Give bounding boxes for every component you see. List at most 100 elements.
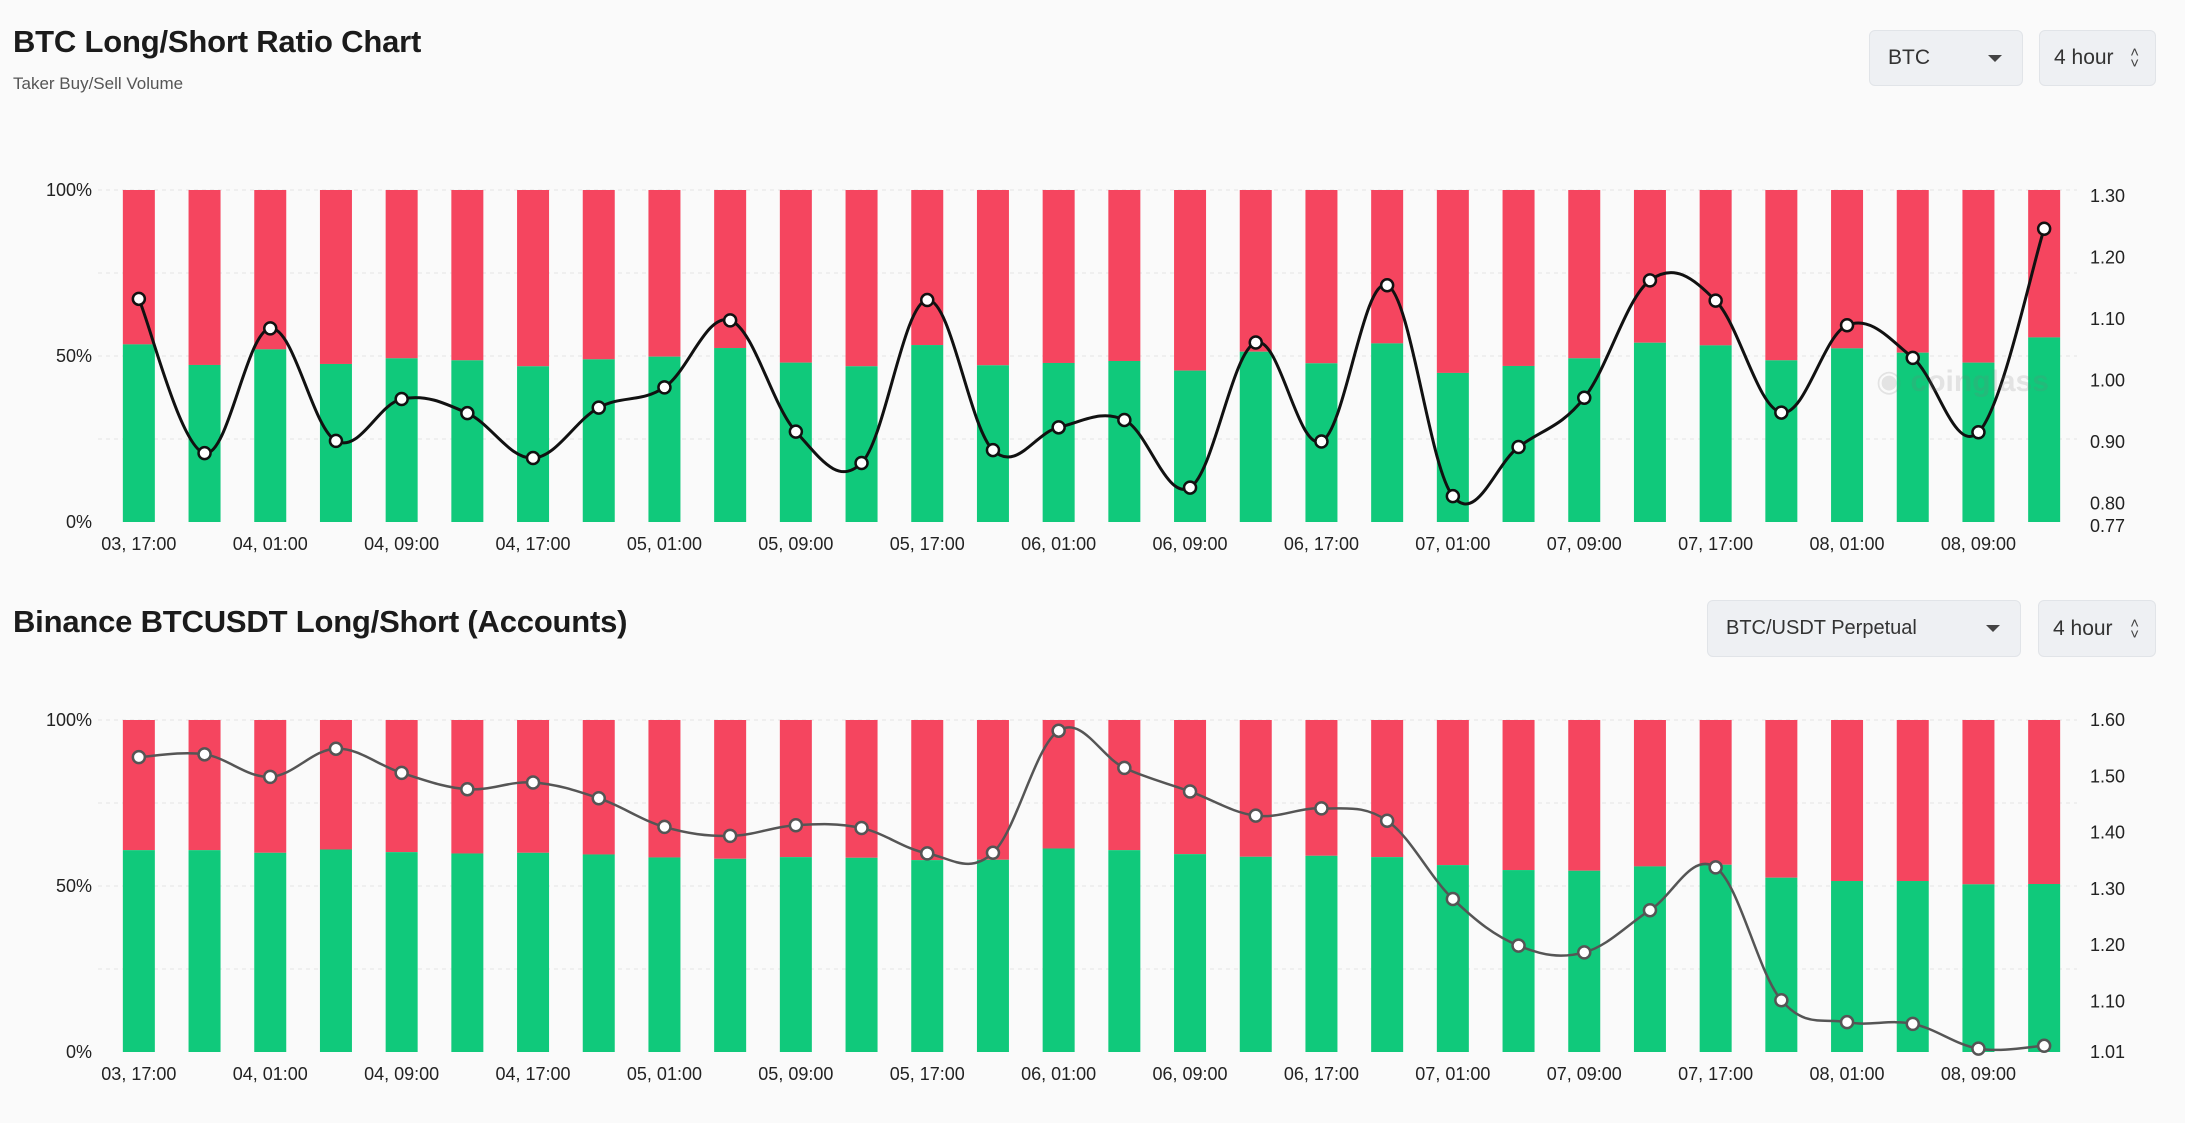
symbol-select-2[interactable]: BTC/USDT Perpetual	[1707, 600, 2021, 657]
chevron-down-icon	[1988, 54, 2002, 62]
ratio-point	[1182, 480, 1198, 495]
ratio-point	[1051, 420, 1066, 435]
right-axis-tick: 0.90	[2090, 432, 2125, 452]
x-axis-tick: 05, 17:00	[890, 1064, 965, 1084]
ratio-point	[985, 845, 1001, 861]
ratio-point	[1577, 945, 1592, 960]
ratio-point	[1314, 801, 1329, 816]
long-bar	[1568, 358, 1601, 522]
right-axis-tick: 1.20	[2090, 935, 2125, 955]
interval-select-2[interactable]: 4 hour ˄ ˅	[2038, 600, 2156, 657]
ratio-point	[1117, 412, 1132, 428]
ratio-point	[1708, 860, 1723, 875]
short-bar	[1962, 190, 1995, 363]
ratio-point	[1511, 439, 1526, 455]
ratio-point	[131, 291, 147, 307]
ratio-point	[460, 781, 475, 797]
ratio-point	[263, 321, 278, 336]
short-bar	[1436, 720, 1469, 866]
ratio-point	[1839, 1014, 1855, 1030]
short-bar	[1699, 190, 1732, 346]
ratio-point	[591, 790, 606, 806]
long-bar	[385, 358, 418, 522]
long-bar	[1108, 360, 1141, 522]
long-bar	[1042, 362, 1075, 522]
chart2-title: Binance BTCUSDT Long/Short (Accounts)	[13, 604, 628, 639]
ratio-point	[1379, 813, 1395, 828]
symbol-select-1[interactable]: BTC	[1869, 30, 2023, 86]
x-axis-tick: 06, 17:00	[1284, 534, 1359, 554]
right-axis-tick: 1.00	[2090, 371, 2125, 391]
right-axis-tick: 0.80	[2090, 494, 2125, 514]
interval-select-1-value: 4 hour	[2054, 46, 2114, 69]
updown-arrows-icon: ˄ ˅	[2130, 614, 2139, 643]
ratio-point	[197, 445, 212, 461]
ratio-point	[1248, 808, 1263, 823]
x-axis-tick: 04, 17:00	[496, 534, 571, 554]
short-bar	[1436, 190, 1469, 373]
short-bar	[1633, 720, 1666, 867]
short-bar	[1831, 720, 1864, 882]
ratio-point	[788, 424, 804, 439]
short-bar	[254, 720, 287, 853]
long-bar	[1174, 854, 1207, 1052]
ratio-point	[591, 400, 606, 415]
ratio-point	[1051, 723, 1066, 738]
ratio-point	[2036, 221, 2052, 236]
long-bar	[1633, 866, 1666, 1052]
coinglass-logo-icon: ◉	[1876, 365, 1903, 398]
ratio-point	[1905, 1016, 1920, 1032]
long-bar	[1239, 856, 1272, 1052]
x-axis-tick: 04, 01:00	[233, 1064, 308, 1084]
short-bar	[122, 720, 155, 851]
ratio-point	[460, 405, 475, 421]
long-bar	[1305, 855, 1338, 1052]
long-bar	[1699, 345, 1732, 522]
x-axis-tick: 08, 01:00	[1810, 1064, 1885, 1084]
long-bar	[1699, 864, 1732, 1052]
x-axis-tick: 06, 01:00	[1021, 534, 1096, 554]
long-bar	[122, 344, 155, 522]
right-axis-tick: 1.01	[2090, 1042, 2125, 1062]
short-bar	[188, 720, 221, 851]
long-bar	[1765, 360, 1798, 522]
interval-select-2-value: 4 hour	[2053, 616, 2113, 640]
left-axis-tick: 100%	[46, 180, 92, 200]
ratio-point	[1774, 992, 1789, 1008]
short-bar	[845, 720, 878, 858]
short-bar	[911, 720, 944, 861]
short-bar	[779, 720, 812, 858]
x-axis-tick: 04, 09:00	[364, 534, 439, 554]
ratio-point	[1445, 488, 1461, 504]
right-axis-tick: 1.60	[2090, 710, 2125, 730]
x-axis-tick: 08, 09:00	[1941, 1064, 2016, 1084]
x-axis-tick: 05, 17:00	[890, 534, 965, 554]
short-bar	[1042, 720, 1075, 849]
long-bar	[582, 854, 615, 1052]
short-bar	[1239, 190, 1272, 352]
x-axis-tick: 03, 17:00	[101, 1064, 176, 1084]
ratio-point	[328, 433, 344, 449]
long-bar	[385, 852, 418, 1052]
x-axis-tick: 05, 01:00	[627, 1064, 702, 1084]
short-bar	[1568, 720, 1601, 871]
symbol-select-1-value: BTC	[1888, 46, 1930, 69]
ratio-point	[657, 819, 672, 835]
chevron-down-icon	[1986, 625, 2000, 632]
long-bar	[1633, 342, 1666, 522]
long-bar	[1042, 848, 1075, 1052]
left-axis-tick: 0%	[66, 512, 92, 532]
symbol-select-2-value: BTC/USDT Perpetual	[1726, 617, 1917, 639]
x-axis-tick: 07, 01:00	[1415, 1064, 1490, 1084]
short-bar	[582, 720, 615, 855]
right-axis-tick: 1.30	[2090, 879, 2125, 899]
watermark-text: coinglass	[1910, 365, 2049, 398]
right-axis-tick: 1.40	[2090, 823, 2125, 843]
long-bar	[1371, 343, 1404, 522]
short-bar	[911, 190, 944, 346]
interval-select-1[interactable]: 4 hour ˄ ˅	[2039, 30, 2156, 86]
x-axis-tick: 07, 17:00	[1678, 534, 1753, 554]
short-bar	[122, 190, 155, 345]
short-bar	[1568, 190, 1601, 359]
long-bar	[254, 349, 287, 522]
